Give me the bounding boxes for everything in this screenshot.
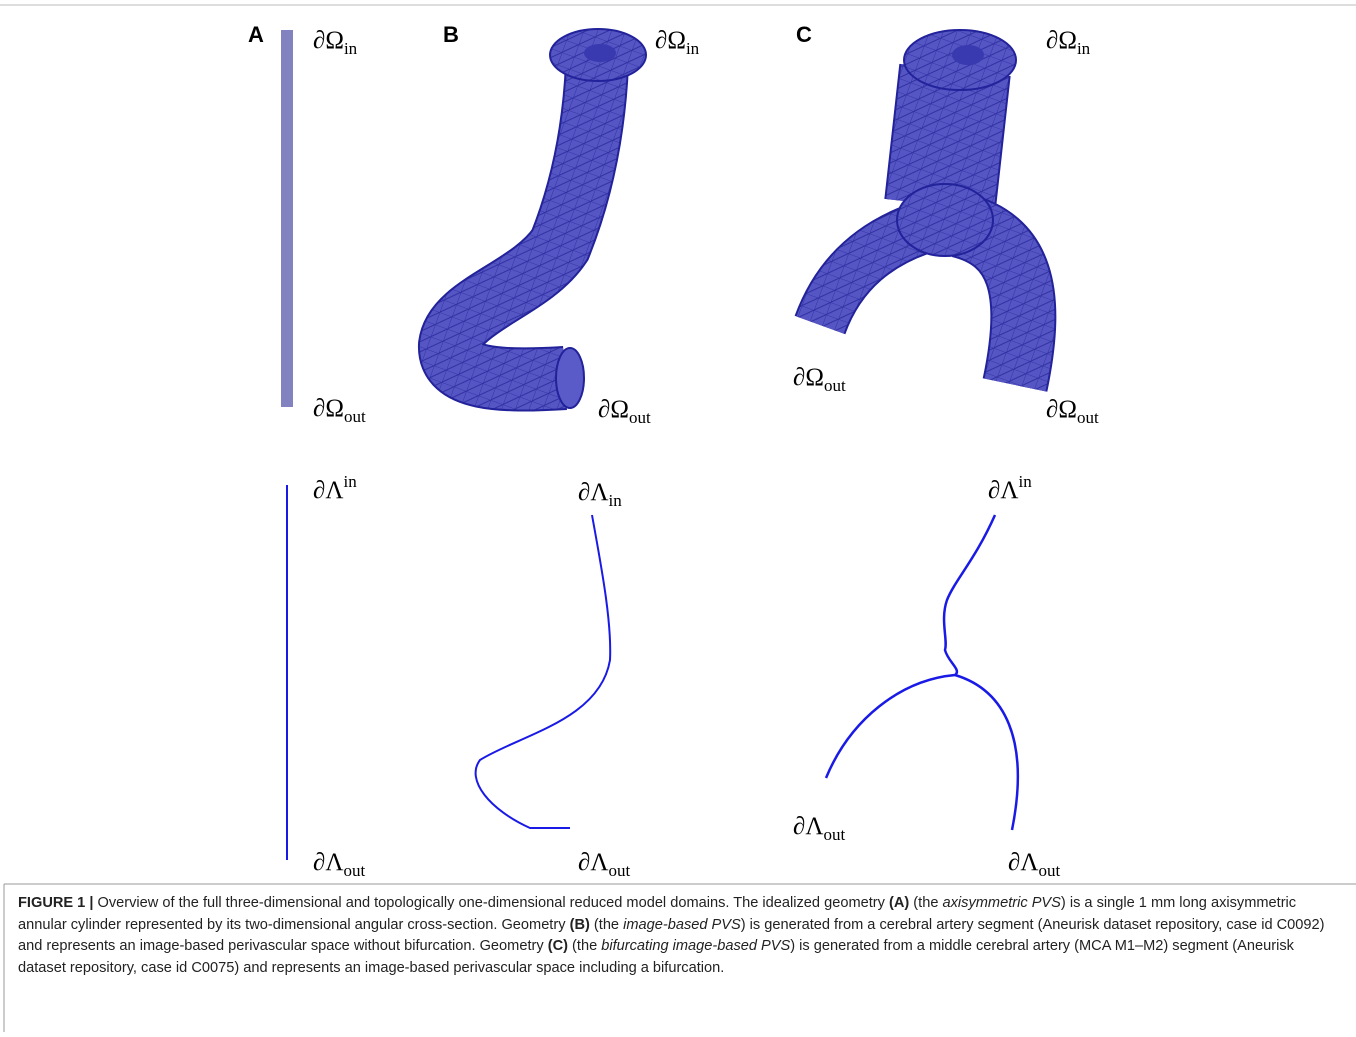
subscript: out — [1077, 408, 1099, 427]
panel-label: C — [796, 22, 812, 47]
panel-label: A — [248, 22, 264, 47]
boundary-label: ∂Λout — [313, 849, 365, 880]
boundary-label: ∂Λout — [793, 813, 845, 844]
boundary-label: ∂Ωout — [313, 395, 366, 426]
caption-run: (B) — [570, 917, 590, 933]
boundary-symbol: ∂Λ — [313, 477, 343, 504]
boundary-symbol: ∂Ω — [1046, 27, 1077, 54]
boundary-label: ∂Λout — [578, 849, 630, 880]
boundary-label: ∂Λin — [988, 472, 1032, 504]
caption-run: (A) — [889, 895, 909, 911]
boundary-symbol: ∂Λ — [578, 849, 608, 876]
subscript: in — [344, 39, 358, 58]
figure: ABC∂Ωin∂Ωout∂Ωin∂Ωout∂Ωin∂Ωout∂Ωout∂Λin∂… — [0, 0, 1356, 1037]
boundary-symbol: ∂Λ — [1008, 849, 1038, 876]
boundary-symbol: ∂Λ — [988, 477, 1018, 504]
figure-caption: FIGURE 1 | Overview of the full three-di… — [18, 893, 1338, 979]
axisymmetric-domain — [281, 30, 293, 407]
caption-run: (the — [909, 895, 942, 911]
boundary-label: ∂Λout — [1008, 849, 1060, 880]
bifurcating-mesh — [820, 30, 1023, 385]
boundary-label: ∂Ωin — [1046, 27, 1091, 58]
boundary-symbol: ∂Ω — [313, 27, 344, 54]
boundary-label: ∂Λin — [313, 472, 357, 504]
caption-run: Overview of the full three-dimensional a… — [93, 895, 889, 911]
boundary-label: ∂Ωout — [793, 364, 846, 395]
boundary-label: ∂Ωout — [1046, 396, 1099, 427]
subscript: in — [686, 39, 700, 58]
panel-label: B — [443, 22, 459, 47]
boundary-label: ∂Ωin — [313, 27, 358, 58]
boundary-symbol: ∂Λ — [313, 849, 343, 876]
boundary-symbol: ∂Ω — [655, 27, 686, 54]
boundary-symbol: ∂Λ — [578, 479, 608, 506]
caption-run: (the — [568, 938, 601, 954]
image-based-mesh — [450, 29, 646, 408]
caption-run: (the — [590, 917, 623, 933]
subscript: in — [608, 491, 622, 510]
subscript: out — [608, 861, 630, 880]
subscript: out — [824, 376, 846, 395]
boundary-label: ∂Λin — [578, 479, 622, 510]
subscript: out — [823, 825, 845, 844]
caption-run: FIGURE 1 | — [18, 895, 93, 911]
subscript: out — [629, 408, 651, 427]
superscript: in — [1018, 472, 1032, 491]
boundary-label: ∂Ωout — [598, 396, 651, 427]
caption-run: bifurcating image-based PVS — [601, 938, 790, 954]
subscript: out — [344, 407, 366, 426]
page: ABC∂Ωin∂Ωout∂Ωin∂Ωout∂Ωin∂Ωout∂Ωout∂Λin∂… — [0, 0, 1356, 1037]
subscript: out — [343, 861, 365, 880]
boundary-symbol: ∂Ω — [793, 364, 824, 391]
boundary-label: ∂Ωin — [655, 27, 700, 58]
boundary-symbol: ∂Ω — [313, 395, 344, 422]
superscript: in — [343, 472, 357, 491]
subscript: out — [1038, 861, 1060, 880]
caption-run: axisymmetric PVS — [943, 895, 1061, 911]
centerline — [826, 515, 1018, 830]
boundary-symbol: ∂Ω — [598, 396, 629, 423]
boundary-symbol: ∂Ω — [1046, 396, 1077, 423]
boundary-symbol: ∂Λ — [793, 813, 823, 840]
caption-run: (C) — [548, 938, 568, 954]
centerline — [476, 515, 611, 828]
subscript: in — [1077, 39, 1091, 58]
caption-run: image-based PVS — [623, 917, 741, 933]
